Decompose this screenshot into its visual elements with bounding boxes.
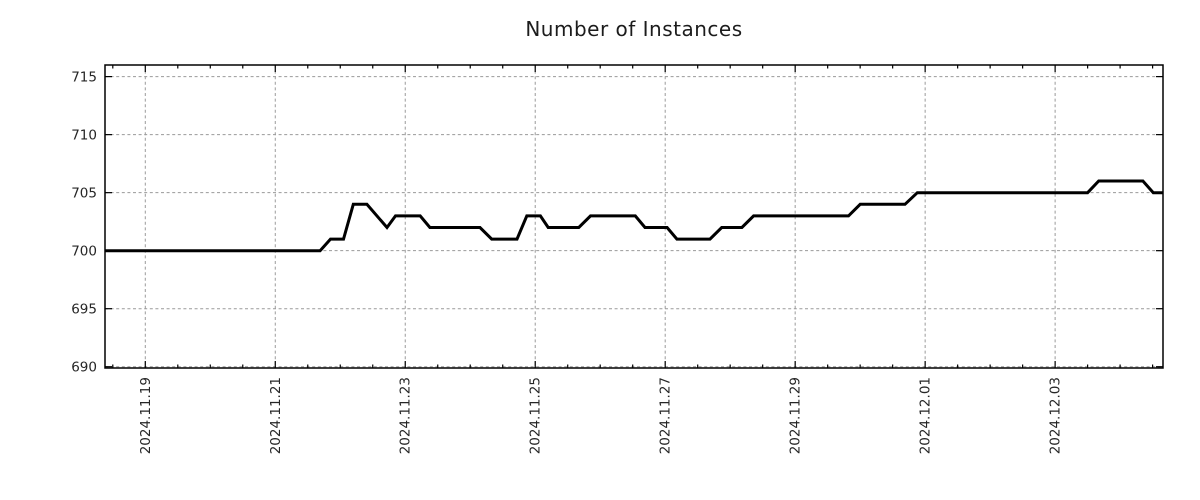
y-tick-label: 700 <box>71 243 97 259</box>
x-tick-label: 2024.11.21 <box>268 377 284 454</box>
y-tick-label: 710 <box>71 127 97 143</box>
x-tick-label: 2024.11.29 <box>788 377 804 454</box>
y-tick-label: 690 <box>71 360 97 376</box>
plot-border <box>104 64 1164 369</box>
x-tick-label: 2024.11.23 <box>398 377 414 454</box>
x-tick-label: 2024.11.19 <box>138 377 154 454</box>
chart-title: Number of Instances <box>525 17 743 41</box>
x-tick-label: 2024.12.03 <box>1048 377 1064 454</box>
x-tick-label: 2024.11.27 <box>658 377 674 454</box>
y-tick-label: 695 <box>71 301 97 317</box>
x-tick-label: 2024.12.01 <box>918 377 934 454</box>
y-tick-label: 715 <box>71 69 97 85</box>
data-line <box>105 179 1163 253</box>
x-tick-label: 2024.11.25 <box>528 377 544 454</box>
y-tick-label: 705 <box>71 185 97 201</box>
